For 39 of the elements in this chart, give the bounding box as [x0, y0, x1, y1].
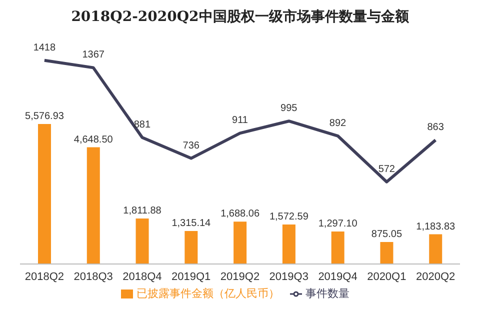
data-label: 1367	[82, 50, 105, 61]
data-label: 736	[182, 140, 200, 152]
data-label: 1418	[33, 42, 56, 54]
data-label: 911	[232, 115, 248, 126]
x-tick-label: 2019Q3	[269, 270, 308, 283]
data-label: 572	[378, 164, 396, 175]
data-label: 863	[427, 122, 444, 134]
data-label: 1,183.83	[416, 221, 456, 232]
data-label: 881	[134, 119, 151, 130]
bar	[234, 222, 247, 264]
x-tick-label: 2020Q2	[416, 270, 456, 283]
data-label: 892	[329, 118, 347, 129]
data-label: 4,648.50	[74, 134, 114, 146]
bar	[184, 230, 198, 264]
x-tick-label: 2019Q2	[220, 270, 260, 283]
x-tick-label: 2019Q4	[318, 270, 358, 283]
bar	[38, 124, 51, 264]
data-label: 1,315.14	[172, 218, 212, 229]
x-tick-label: 2019Q1	[172, 270, 211, 283]
x-tick-label: 2020Q1	[367, 270, 406, 283]
bar	[380, 242, 394, 264]
x-tick-label: 2018Q2	[24, 270, 64, 283]
x-tick-label: 2018Q3	[74, 270, 113, 283]
x-tick-label: 2018Q4	[122, 270, 162, 283]
data-label: 995	[280, 103, 298, 114]
data-label: 5,576.93	[25, 111, 64, 122]
bar	[282, 224, 296, 264]
legend-label: 已披露事件金额（亿人民币）	[136, 288, 280, 300]
data-label: 1,811.88	[123, 206, 162, 217]
data-label: 1,297.10	[318, 218, 358, 230]
chart-title: 2018Q2-2020Q2中国股权一级市场事件数量与金额	[70, 8, 410, 26]
bar	[86, 147, 100, 264]
bar	[331, 231, 344, 264]
data-label: 1,572.59	[269, 212, 309, 223]
legend-label: 事件数量	[306, 288, 350, 300]
bar	[429, 234, 442, 264]
bar	[136, 218, 149, 264]
data-label: 1,688.06	[220, 208, 260, 220]
data-label: 875.05	[371, 229, 402, 240]
